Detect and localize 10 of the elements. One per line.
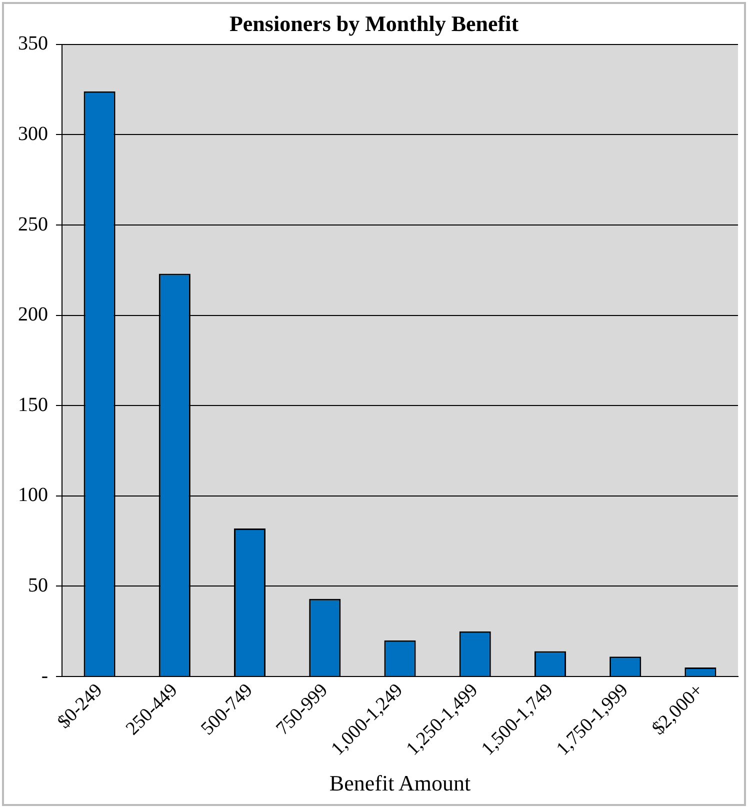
y-tick-label: 250 xyxy=(18,213,48,236)
y-tick-label: 100 xyxy=(18,484,48,506)
y-tick-label: 150 xyxy=(18,394,48,416)
y-tick-label: 200 xyxy=(18,304,48,326)
y-tick-label: 350 xyxy=(18,32,48,55)
y-tick-label: 50 xyxy=(28,574,48,596)
x-axis-title: Benefit Amount xyxy=(329,770,471,796)
y-tick-label: - xyxy=(41,664,48,687)
chart-title: Pensioners by Monthly Benefit xyxy=(229,10,520,36)
y-tick-label: 300 xyxy=(18,122,48,145)
